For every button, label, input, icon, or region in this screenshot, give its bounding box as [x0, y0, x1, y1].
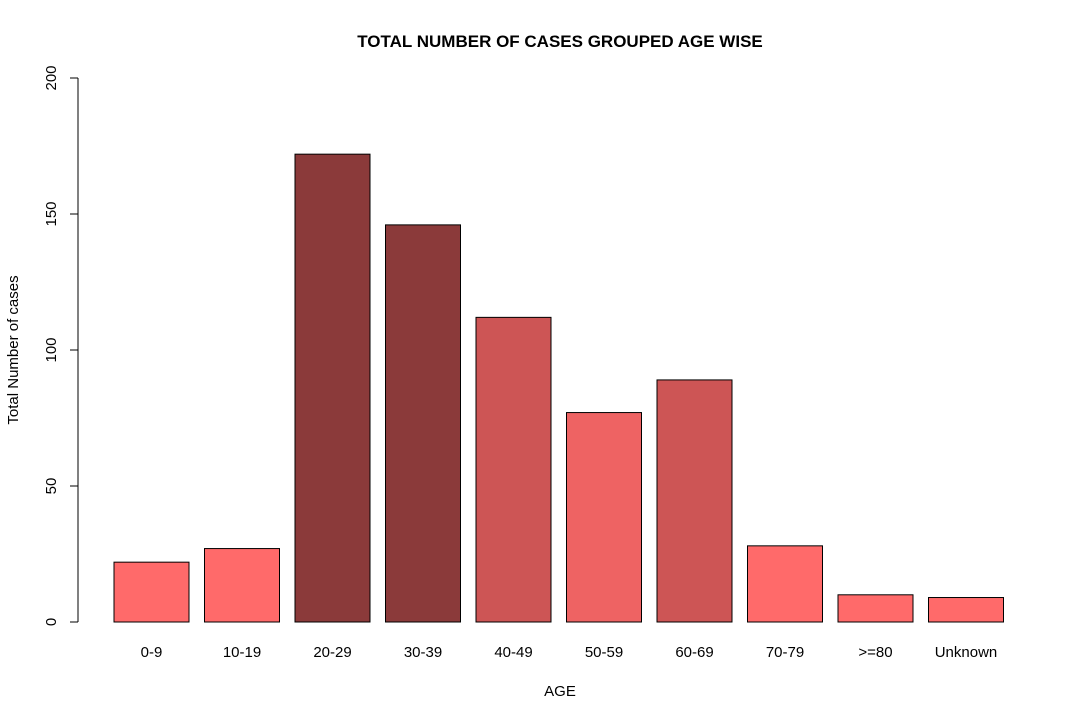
- bar-60-69: [656, 379, 733, 623]
- y-axis-label: Total Number of cases: [5, 275, 22, 424]
- x-axis-label: AGE: [544, 683, 576, 700]
- x-tick-label: 40-49: [494, 644, 532, 661]
- x-tick-label: 30-39: [404, 644, 442, 661]
- y-tick-label: 200: [43, 65, 60, 90]
- bar-40-49: [475, 316, 552, 623]
- x-tick-label: >=80: [858, 644, 892, 661]
- bar-10-19: [204, 548, 280, 623]
- bar-80: [837, 594, 914, 623]
- x-tick-label: 60-69: [675, 644, 713, 661]
- bar-70-79: [747, 545, 823, 623]
- y-tick-label: 100: [43, 337, 60, 362]
- x-tick-label: 50-59: [585, 644, 623, 661]
- y-axis: 0 50 100 150 200: [43, 65, 79, 626]
- y-tick-label: 50: [43, 478, 60, 495]
- x-tick-label: 70-79: [766, 644, 804, 661]
- x-tick-label: 20-29: [313, 644, 351, 661]
- bars: [113, 153, 1004, 623]
- bar-30-39: [385, 224, 461, 623]
- bar-50-59: [566, 412, 642, 623]
- chart-title: TOTAL NUMBER OF CASES GROUPED AGE WISE: [357, 32, 763, 51]
- bar-20-29: [294, 153, 371, 623]
- y-tick-label: 0: [43, 618, 60, 626]
- x-tick-labels: 0-9 10-19 20-29 30-39 40-49 50-59 60-69 70-79 >=…: [141, 644, 998, 661]
- x-tick-label: 10-19: [223, 644, 261, 661]
- bar-unknown: [928, 597, 1004, 623]
- x-tick-label: Unknown: [935, 644, 998, 661]
- bar-0-9: [113, 561, 190, 623]
- y-tick-label: 150: [43, 201, 60, 226]
- x-tick-label: 0-9: [141, 644, 163, 661]
